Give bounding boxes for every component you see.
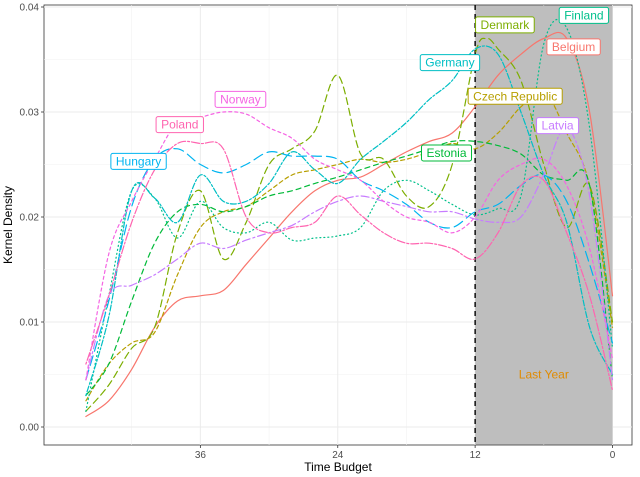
series-line-denmark [85,37,614,412]
label-text: Belgium [552,40,595,54]
y-tick-label: 0.00 [20,423,40,434]
series-line-latvia [85,127,614,381]
country-label-finland: Finland [558,6,610,24]
country-label-latvia: Latvia [536,117,580,135]
label-box [155,116,204,134]
country-label-belgium: Belgium [546,38,601,56]
series-line-finland [85,18,614,412]
y-axis-title: Kernel Density [1,186,15,264]
series-line-poland [85,140,614,391]
label-box [536,117,580,135]
series-line-norway [85,111,614,381]
last-year-annotation: Last Year [519,368,569,382]
label-box [546,38,601,56]
y-tick-label: 0.02 [20,213,40,224]
label-text: Denmark [481,18,531,32]
last-year-shaded-region [475,5,613,445]
x-tick-label: 12 [470,450,482,461]
density-curves [85,18,614,418]
country-label-norway: Norway [214,90,267,108]
country-label-hungary: Hungary [110,152,167,170]
country-label-germany: Germany [419,54,481,72]
x-tick-label: 0 [610,450,616,461]
country-label-estonia: Estonia [420,144,473,162]
label-text: Germany [425,56,474,70]
y-tick-label: 0.01 [20,318,40,329]
label-box [467,87,563,105]
x-axis-title: Time Budget [304,460,372,474]
label-box [558,6,610,24]
country-label-denmark: Denmark [475,16,535,34]
label-box [475,16,535,34]
country-labels: Belgium Czech Republic Denmark Estonia Finla… [110,6,610,170]
label-text: Finland [564,8,603,22]
x-axis-ticks: 36 24 12 0 [195,445,616,461]
x-tick-label: 24 [332,450,344,461]
label-text: Estonia [426,146,466,160]
label-box [110,152,167,170]
series-line-hungary [85,147,614,381]
label-text: Hungary [116,154,161,168]
y-axis-ticks: 0.00 0.01 0.02 0.03 0.04 [20,3,44,434]
label-text: Czech Republic [473,89,557,103]
y-tick-label: 0.03 [20,108,40,119]
label-box [419,54,481,72]
series-line-germany [85,45,614,397]
country-label-poland: Poland [155,116,204,134]
country-label-czech-republic: Czech Republic [467,87,563,105]
series-line-belgium [85,31,614,418]
label-text: Poland [161,118,198,132]
label-box [214,90,267,108]
x-tick-label: 36 [195,450,207,461]
label-box [420,144,473,162]
y-tick-label: 0.04 [20,3,40,14]
label-text: Norway [220,92,261,106]
label-text: Latvia [542,119,574,133]
series-line-estonia [85,140,614,397]
